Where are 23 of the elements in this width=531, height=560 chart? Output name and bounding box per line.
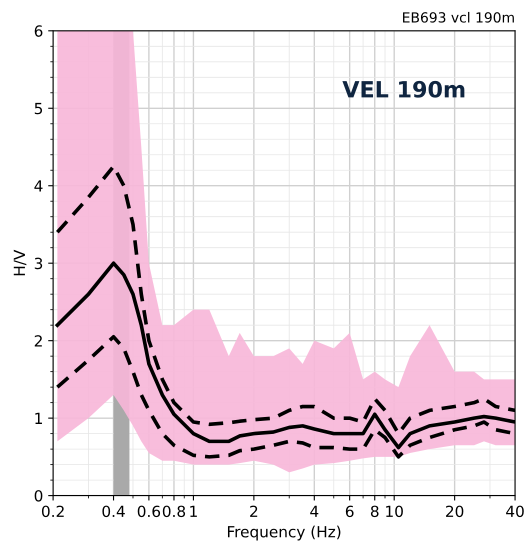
x-axis-title: Frequency (Hz) — [228, 526, 340, 540]
x-tick-label: 40 — [506, 506, 524, 518]
x-tick-label: 0.4 — [102, 506, 125, 518]
y-tick-label: 2 — [34, 335, 42, 346]
y-tick-label: 5 — [34, 102, 42, 114]
x-tick-label: 4 — [310, 506, 318, 517]
x-tick-label: 1 — [190, 506, 197, 517]
x-tick-label: 0.2 — [42, 506, 64, 518]
y-tick-label: 1 — [35, 412, 42, 424]
x-tick-label: 8 — [370, 506, 379, 518]
x-tick-label: 20 — [446, 506, 464, 518]
annotation: VEL 190m — [342, 80, 464, 98]
y-tick-label: 6 — [34, 25, 42, 37]
y-tick-label: 0 — [34, 490, 42, 502]
x-tick-label: 0.8 — [162, 506, 186, 518]
x-tick-label: 10 — [386, 506, 403, 518]
y-tick-label: 3 — [34, 258, 42, 270]
x-tick-label: 2 — [250, 506, 258, 517]
y-tick-label: 4 — [34, 180, 43, 192]
y-axis-title: H/V — [14, 250, 26, 276]
chart-title: EB693 vcl 190m — [403, 12, 514, 23]
x-tick-label: 6 — [346, 506, 354, 518]
x-tick-label: 0.6 — [138, 506, 160, 518]
